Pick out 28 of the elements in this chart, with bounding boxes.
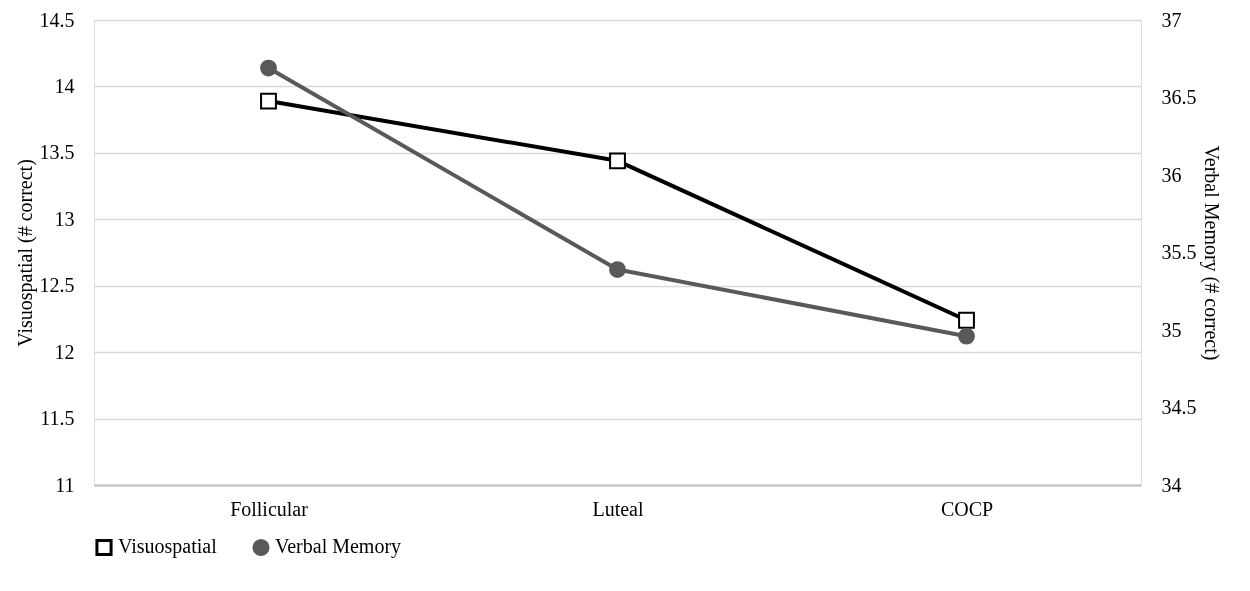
y-tick-label: 12.5 <box>39 274 75 297</box>
point <box>609 152 626 170</box>
y2-tick-label: 35.5 <box>1161 241 1197 263</box>
y2-tick-label: 35 <box>1161 318 1182 341</box>
point <box>609 261 626 278</box>
x-tick-label: Follicular <box>230 497 309 520</box>
y2-tick-label: 36.5 <box>1161 86 1197 108</box>
y2-tick-label: 34.5 <box>1161 396 1197 418</box>
y-tick-label: 13.5 <box>39 141 75 164</box>
y2-tick-label: 36 <box>1161 163 1182 186</box>
y-tick-label: 14.5 <box>39 8 75 31</box>
legend-label: Verbal Memory <box>275 535 402 559</box>
point <box>958 311 975 329</box>
y2-tick-label: 37 <box>1161 8 1182 31</box>
y-tick-label: 11 <box>55 473 75 496</box>
y-axis-title: Visuospatial (# correct) <box>13 159 37 347</box>
x-tick-label: COCP <box>940 497 994 520</box>
point <box>260 92 277 110</box>
legend-label: Visuospatial <box>118 535 218 559</box>
y-tick-label: 14 <box>54 74 75 97</box>
y2-tick-label: 34 <box>1161 473 1182 496</box>
y-tick-label: 13 <box>54 207 75 230</box>
point <box>260 59 277 77</box>
point <box>958 327 975 345</box>
y-tick-label: 12 <box>54 340 75 363</box>
x-tick-label: Luteal <box>592 497 644 520</box>
y-tick-label: 11.5 <box>40 407 75 430</box>
y2-axis-title: Verbal Memory (# correct) <box>1199 145 1223 361</box>
